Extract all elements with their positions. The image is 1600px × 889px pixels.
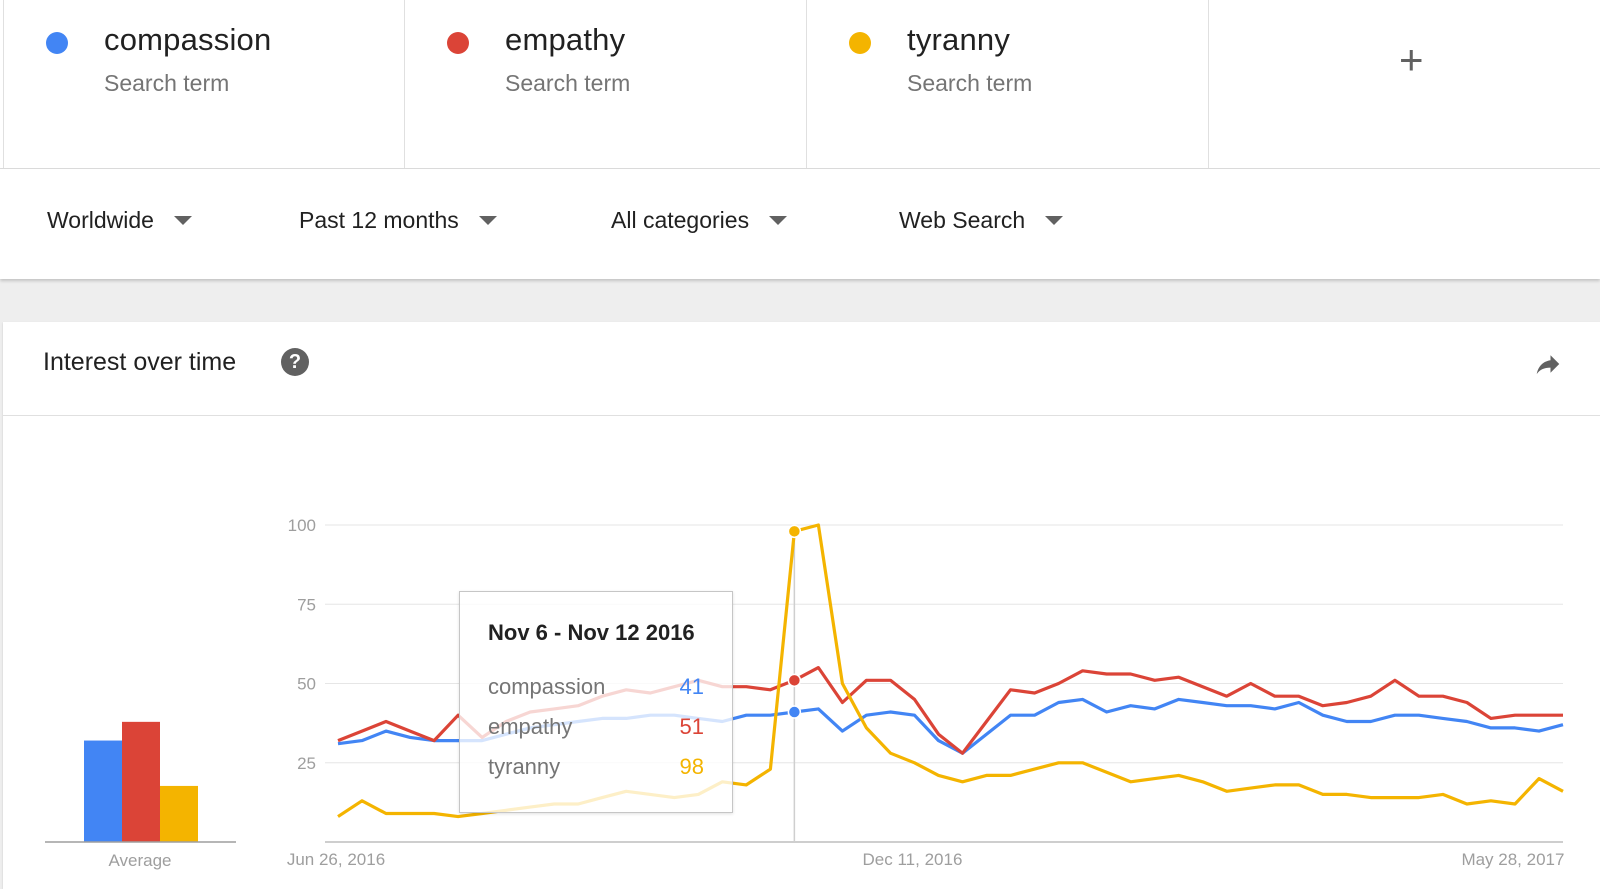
y-tick-label: 25: [297, 754, 316, 773]
caret-down-icon: [478, 216, 497, 225]
category-dropdown[interactable]: All categories: [611, 207, 788, 234]
search-terms-bar: compassion Search term empathy Search te…: [0, 0, 1600, 169]
tooltip-value: 51: [679, 714, 704, 739]
tooltip-value: 98: [679, 754, 704, 779]
card-title: Interest over time: [43, 348, 237, 376]
caret-down-icon: [769, 216, 788, 225]
tooltip-term: tyranny: [488, 754, 561, 779]
term-name[interactable]: empathy: [505, 22, 626, 57]
y-tick-label: 50: [297, 675, 316, 694]
term-name[interactable]: tyranny: [907, 22, 1011, 57]
y-tick-label: 75: [297, 595, 316, 614]
tooltip-row-empathy: empathy 51: [488, 714, 704, 740]
x-tick-label: Jun 26, 2016: [287, 850, 385, 869]
tooltip-row-compassion: compassion 41: [488, 674, 704, 700]
category-label: All categories: [611, 207, 750, 233]
hover-point-empathy: [787, 673, 802, 688]
axis-labels: 25 50 75 100 Jun 26, 2016 Dec 11, 2016 May 28,…: [108, 516, 1564, 870]
term-card-empathy[interactable]: empathy Search term: [404, 0, 806, 168]
term-card-tyranny[interactable]: tyranny Search term: [806, 0, 1208, 168]
term-name[interactable]: compassion: [104, 22, 272, 57]
search-type-label: Web Search: [899, 207, 1026, 233]
tooltip-term: empathy: [488, 714, 573, 739]
caret-down-icon: [1045, 216, 1064, 225]
tooltip-title: Nov 6 - Nov 12 2016: [488, 620, 695, 645]
hover-markers: [787, 524, 802, 719]
series-color-dot: [46, 32, 68, 54]
help-icon[interactable]: ?: [281, 348, 309, 376]
y-tick-label: 100: [288, 516, 316, 535]
add-term-button[interactable]: +: [1399, 36, 1424, 83]
average-bar-empathy: [122, 721, 160, 842]
series-color-dot: [447, 32, 469, 54]
search-type-dropdown[interactable]: Web Search: [899, 207, 1064, 234]
hover-tooltip: Nov 6 - Nov 12 2016 compassion 41 empath…: [459, 591, 733, 813]
average-bar-tyranny: [160, 785, 198, 842]
average-bar-compassion: [84, 740, 122, 842]
x-tick-label: Dec 11, 2016: [863, 850, 963, 869]
time-range-dropdown[interactable]: Past 12 months: [299, 207, 497, 234]
region-dropdown[interactable]: Worldwide: [47, 207, 192, 234]
term-subtitle: Search term: [907, 70, 1033, 96]
caret-down-icon: [173, 216, 192, 225]
interest-chart[interactable]: 25 50 75 100 Jun 26, 2016 Dec 11, 2016 May 28,…: [3, 322, 1600, 889]
x-tick-label: May 28, 2017: [1461, 850, 1564, 869]
add-term-card[interactable]: +: [1208, 0, 1600, 168]
hover-point-compassion: [787, 705, 802, 719]
average-bar-chart: [45, 721, 236, 843]
term-subtitle: Search term: [505, 70, 631, 96]
card-header: Interest over time ?: [3, 322, 1600, 416]
interest-over-time-card: Interest over time ? 25 50 75 100 Jun 26, 20…: [3, 322, 1600, 889]
tooltip-term: compassion: [488, 674, 606, 699]
term-card-compassion[interactable]: compassion Search term: [3, 0, 404, 168]
tooltip-value: 41: [679, 674, 704, 699]
tooltip-row-tyranny: tyranny 98: [488, 754, 704, 780]
term-subtitle: Search term: [104, 70, 230, 96]
share-icon[interactable]: [1531, 349, 1565, 379]
region-label: Worldwide: [47, 207, 154, 233]
filter-bar: Worldwide Past 12 months All categories …: [0, 169, 1600, 279]
hover-point-tyranny: [787, 524, 802, 539]
time-range-label: Past 12 months: [299, 207, 459, 233]
series-color-dot: [849, 32, 871, 54]
average-label: Average: [108, 851, 171, 870]
